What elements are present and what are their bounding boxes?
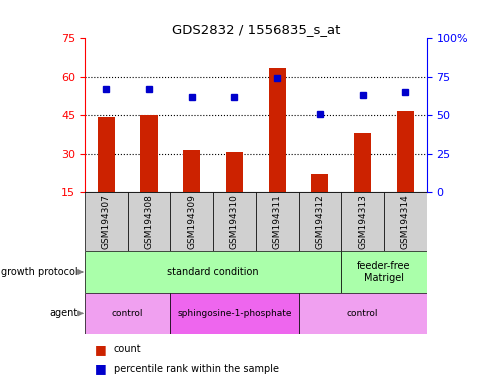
Bar <box>341 192 383 251</box>
Text: GSM194310: GSM194310 <box>229 194 239 249</box>
Bar <box>97 117 115 192</box>
Text: GSM194307: GSM194307 <box>102 194 110 249</box>
Bar <box>127 192 170 251</box>
Bar <box>311 174 328 192</box>
Bar <box>268 68 285 192</box>
Text: ■: ■ <box>94 362 106 375</box>
Text: growth protocol: growth protocol <box>1 267 78 277</box>
Bar <box>140 115 157 192</box>
Text: feeder-free
Matrigel: feeder-free Matrigel <box>357 261 410 283</box>
Bar <box>226 152 242 192</box>
Bar <box>341 251 426 293</box>
Bar <box>170 192 212 251</box>
Text: ■: ■ <box>94 343 106 356</box>
Text: percentile rank within the sample: percentile rank within the sample <box>114 364 278 374</box>
Text: control: control <box>346 309 378 318</box>
Bar <box>183 150 200 192</box>
Bar <box>298 192 341 251</box>
Bar <box>353 133 370 192</box>
Bar <box>396 111 413 192</box>
Text: GSM194314: GSM194314 <box>400 194 409 249</box>
Text: GSM194308: GSM194308 <box>144 194 153 249</box>
Bar <box>256 192 298 251</box>
Title: GDS2832 / 1556835_s_at: GDS2832 / 1556835_s_at <box>171 23 339 36</box>
Text: agent: agent <box>50 308 78 318</box>
Text: control: control <box>112 309 143 318</box>
Bar <box>85 293 170 334</box>
Text: count: count <box>114 344 141 354</box>
Bar <box>212 192 256 251</box>
Text: GSM194309: GSM194309 <box>187 194 196 249</box>
Text: GSM194313: GSM194313 <box>358 194 366 249</box>
Bar <box>85 251 341 293</box>
Text: GSM194311: GSM194311 <box>272 194 281 249</box>
Bar <box>383 192 426 251</box>
Bar <box>85 192 127 251</box>
Text: sphingosine-1-phosphate: sphingosine-1-phosphate <box>177 309 291 318</box>
Text: GSM194312: GSM194312 <box>315 194 324 249</box>
Text: standard condition: standard condition <box>167 267 258 277</box>
Bar <box>298 293 426 334</box>
Bar <box>170 293 298 334</box>
